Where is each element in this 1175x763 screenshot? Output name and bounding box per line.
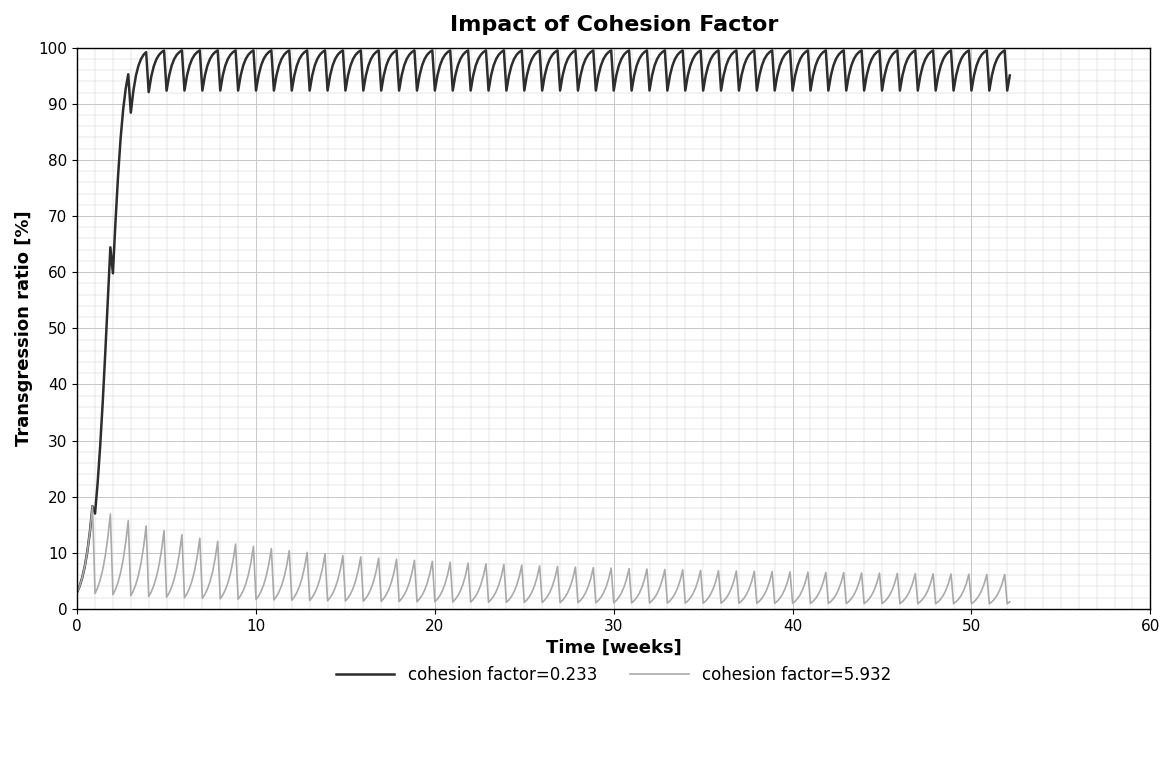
cohesion factor=5.932 <box>711 566 725 575</box>
cohesion factor=5.932 <box>763 577 777 586</box>
cohesion factor=5.932 <box>1000 599 1014 608</box>
cohesion factor=0.233 <box>70 588 85 597</box>
Legend: cohesion factor=0.233, cohesion factor=5.932: cohesion factor=0.233, cohesion factor=5… <box>329 659 898 691</box>
cohesion factor=5.932 <box>1002 597 1016 607</box>
cohesion factor=5.932 <box>70 588 85 597</box>
cohesion factor=0.233 <box>262 47 276 56</box>
cohesion factor=5.932 <box>231 594 246 604</box>
cohesion factor=0.233 <box>576 61 590 70</box>
Line: cohesion factor=0.233: cohesion factor=0.233 <box>78 50 1009 592</box>
cohesion factor=0.233 <box>354 46 368 55</box>
Y-axis label: Transgression ratio [%]: Transgression ratio [%] <box>15 211 33 446</box>
Line: cohesion factor=5.932: cohesion factor=5.932 <box>78 506 1009 604</box>
cohesion factor=0.233 <box>1002 71 1016 80</box>
cohesion factor=5.932 <box>86 501 100 510</box>
cohesion factor=0.233 <box>228 46 242 55</box>
cohesion factor=0.233 <box>711 46 725 55</box>
cohesion factor=0.233 <box>162 71 176 80</box>
X-axis label: Time [weeks]: Time [weeks] <box>546 639 681 657</box>
cohesion factor=5.932 <box>576 593 590 602</box>
cohesion factor=5.932 <box>165 582 179 591</box>
cohesion factor=5.932 <box>264 544 278 553</box>
cohesion factor=0.233 <box>763 47 777 56</box>
Title: Impact of Cohesion Factor: Impact of Cohesion Factor <box>450 15 778 35</box>
